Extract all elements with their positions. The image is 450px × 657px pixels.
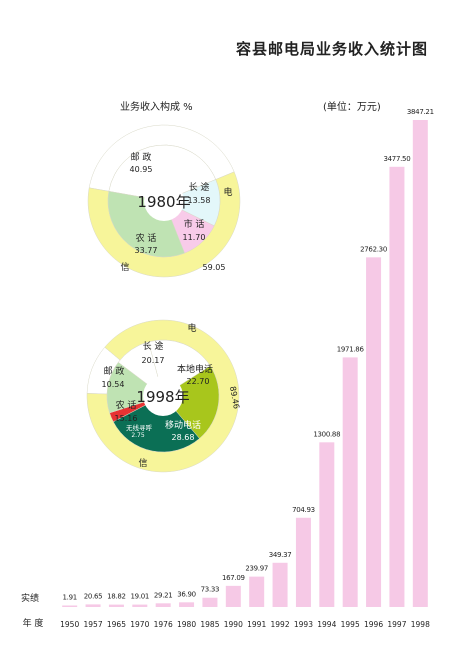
- bar-value-label: 18.82: [107, 593, 126, 601]
- pie1998-outer-bottom-label: 信: [138, 457, 147, 469]
- year-tick-label: 1950: [60, 620, 79, 629]
- bar-1950: [62, 605, 78, 607]
- pie1980-label-name: 邮 政: [131, 151, 152, 163]
- pie1980-label-value: 13.58: [188, 196, 211, 205]
- year-tick-label: 1993: [294, 620, 313, 629]
- bar-1965: [108, 604, 124, 607]
- pie1998-label-name: 农 话: [116, 399, 137, 411]
- bar-1998: [412, 120, 428, 607]
- pie1998-label-name: 无线寻呼: [126, 423, 153, 432]
- bar-value-label: 704.93: [292, 506, 315, 514]
- year-tick-label: 1996: [364, 620, 383, 629]
- year-tick-label: 1995: [341, 620, 360, 629]
- years-row-label: 年 度: [23, 617, 44, 629]
- pie1998-label-value: 2.75: [131, 432, 145, 439]
- pie1980-year-label: 1980年: [137, 193, 190, 211]
- bar-1992: [272, 562, 288, 607]
- year-tick-label: 1991: [247, 620, 266, 629]
- pie1980-hub: [144, 181, 184, 221]
- pie1980-outer-bottom-label: 信: [120, 261, 129, 273]
- pie1980-label-value: 40.95: [130, 165, 153, 174]
- pie1998-label-name: 邮 政: [104, 365, 125, 377]
- bar-1994: [319, 442, 335, 607]
- bar-value-label: 73.33: [201, 586, 220, 594]
- bar-value-label: 29.21: [154, 591, 173, 599]
- pie-1980: 1980年 邮 政 40.95 长 途 13.58 市 话 11.70 农 话 33.77 电 59…: [87, 124, 241, 278]
- bar-value-label: 2762.30: [360, 245, 387, 253]
- year-tick-label: 1998: [411, 620, 430, 629]
- pie1980-label-name: 市 话: [184, 218, 205, 230]
- bar-1980: [179, 602, 195, 607]
- bar-1991: [249, 576, 265, 607]
- pie1998-label-value: 10.54: [102, 380, 125, 389]
- bar-1957: [85, 604, 101, 607]
- pie1998-year-label: 1998年: [136, 388, 189, 406]
- bar-value-label: 239.97: [245, 565, 268, 573]
- bar-value-label: 36.90: [177, 590, 196, 598]
- bar-value-label: 1300.88: [313, 430, 340, 438]
- year-tick-label: 1980: [177, 620, 196, 629]
- year-tick-label: 1997: [387, 620, 406, 629]
- pie1998-outer-label: 电: [187, 322, 196, 334]
- year-tick-label: 1976: [154, 620, 173, 629]
- year-tick-label: 1990: [224, 620, 243, 629]
- bar-1997: [389, 166, 405, 607]
- year-tick-label: 1970: [130, 620, 149, 629]
- pie1998-inner-slice-1: [162, 365, 220, 439]
- bar-1990: [225, 585, 241, 607]
- pie-caption: 业务收入构成 %: [120, 102, 193, 113]
- chart-title: 容县邮电局业务收入统计图: [235, 40, 428, 58]
- bar-1993: [295, 517, 311, 607]
- year-tick-label: 1985: [200, 620, 219, 629]
- bar-value-label: 19.01: [131, 593, 150, 601]
- pie1998-label-value: 20.17: [142, 356, 165, 365]
- pie1998-label-value: 22.70: [187, 377, 210, 386]
- bar-chart: 实绩年 度 1.91 1950 20.65 1957 18.82 1965 19.01 1970…: [21, 108, 434, 629]
- pie1980-outer-label: 电: [223, 186, 232, 198]
- bar-value-label: 20.65: [84, 592, 103, 600]
- bar-value-label: 349.37: [269, 551, 292, 559]
- pie1998-outer-value: 89.46: [228, 386, 241, 410]
- bar-1996: [366, 257, 382, 607]
- bar-value-label: 167.09: [222, 574, 245, 582]
- bar-1976: [155, 603, 171, 607]
- year-tick-label: 1965: [107, 620, 126, 629]
- bar-value-label: 3477.50: [384, 155, 411, 163]
- bar-value-label: 1971.86: [337, 345, 365, 353]
- year-tick-label: 1957: [84, 620, 103, 629]
- bar-value-label: 3847.21: [407, 108, 434, 116]
- pie1998-label-name: 移动电话: [165, 419, 201, 431]
- bar-value-label: 1.91: [62, 594, 76, 602]
- unit-label: (单位：万元): [323, 102, 381, 113]
- bar-1985: [202, 597, 218, 607]
- pie1980-inner-slice-0: [108, 144, 217, 202]
- values-row-label: 实绩: [21, 592, 39, 604]
- bar-1970: [132, 604, 148, 607]
- pie1998-label-value: 28.68: [172, 433, 195, 442]
- pie1980-label-name: 长 途: [189, 181, 210, 193]
- pie1980-label-value: 11.70: [183, 233, 206, 242]
- year-tick-label: 1994: [317, 620, 336, 629]
- pie1998-hub: [143, 376, 183, 416]
- pie1998-label-value: 15.16: [115, 414, 138, 423]
- year-tick-label: 1992: [271, 620, 290, 629]
- pie1998-label-name: 长 途: [143, 340, 164, 352]
- pie1980-label-name: 农 话: [136, 232, 157, 244]
- pie1980-label-value: 33.77: [135, 246, 158, 255]
- pie1980-outer-value: 59.05: [203, 263, 226, 272]
- bar-1995: [342, 357, 358, 607]
- pie1998-inner-slice-2: [112, 395, 200, 453]
- pie1998-label-name: 本地电话: [177, 363, 213, 375]
